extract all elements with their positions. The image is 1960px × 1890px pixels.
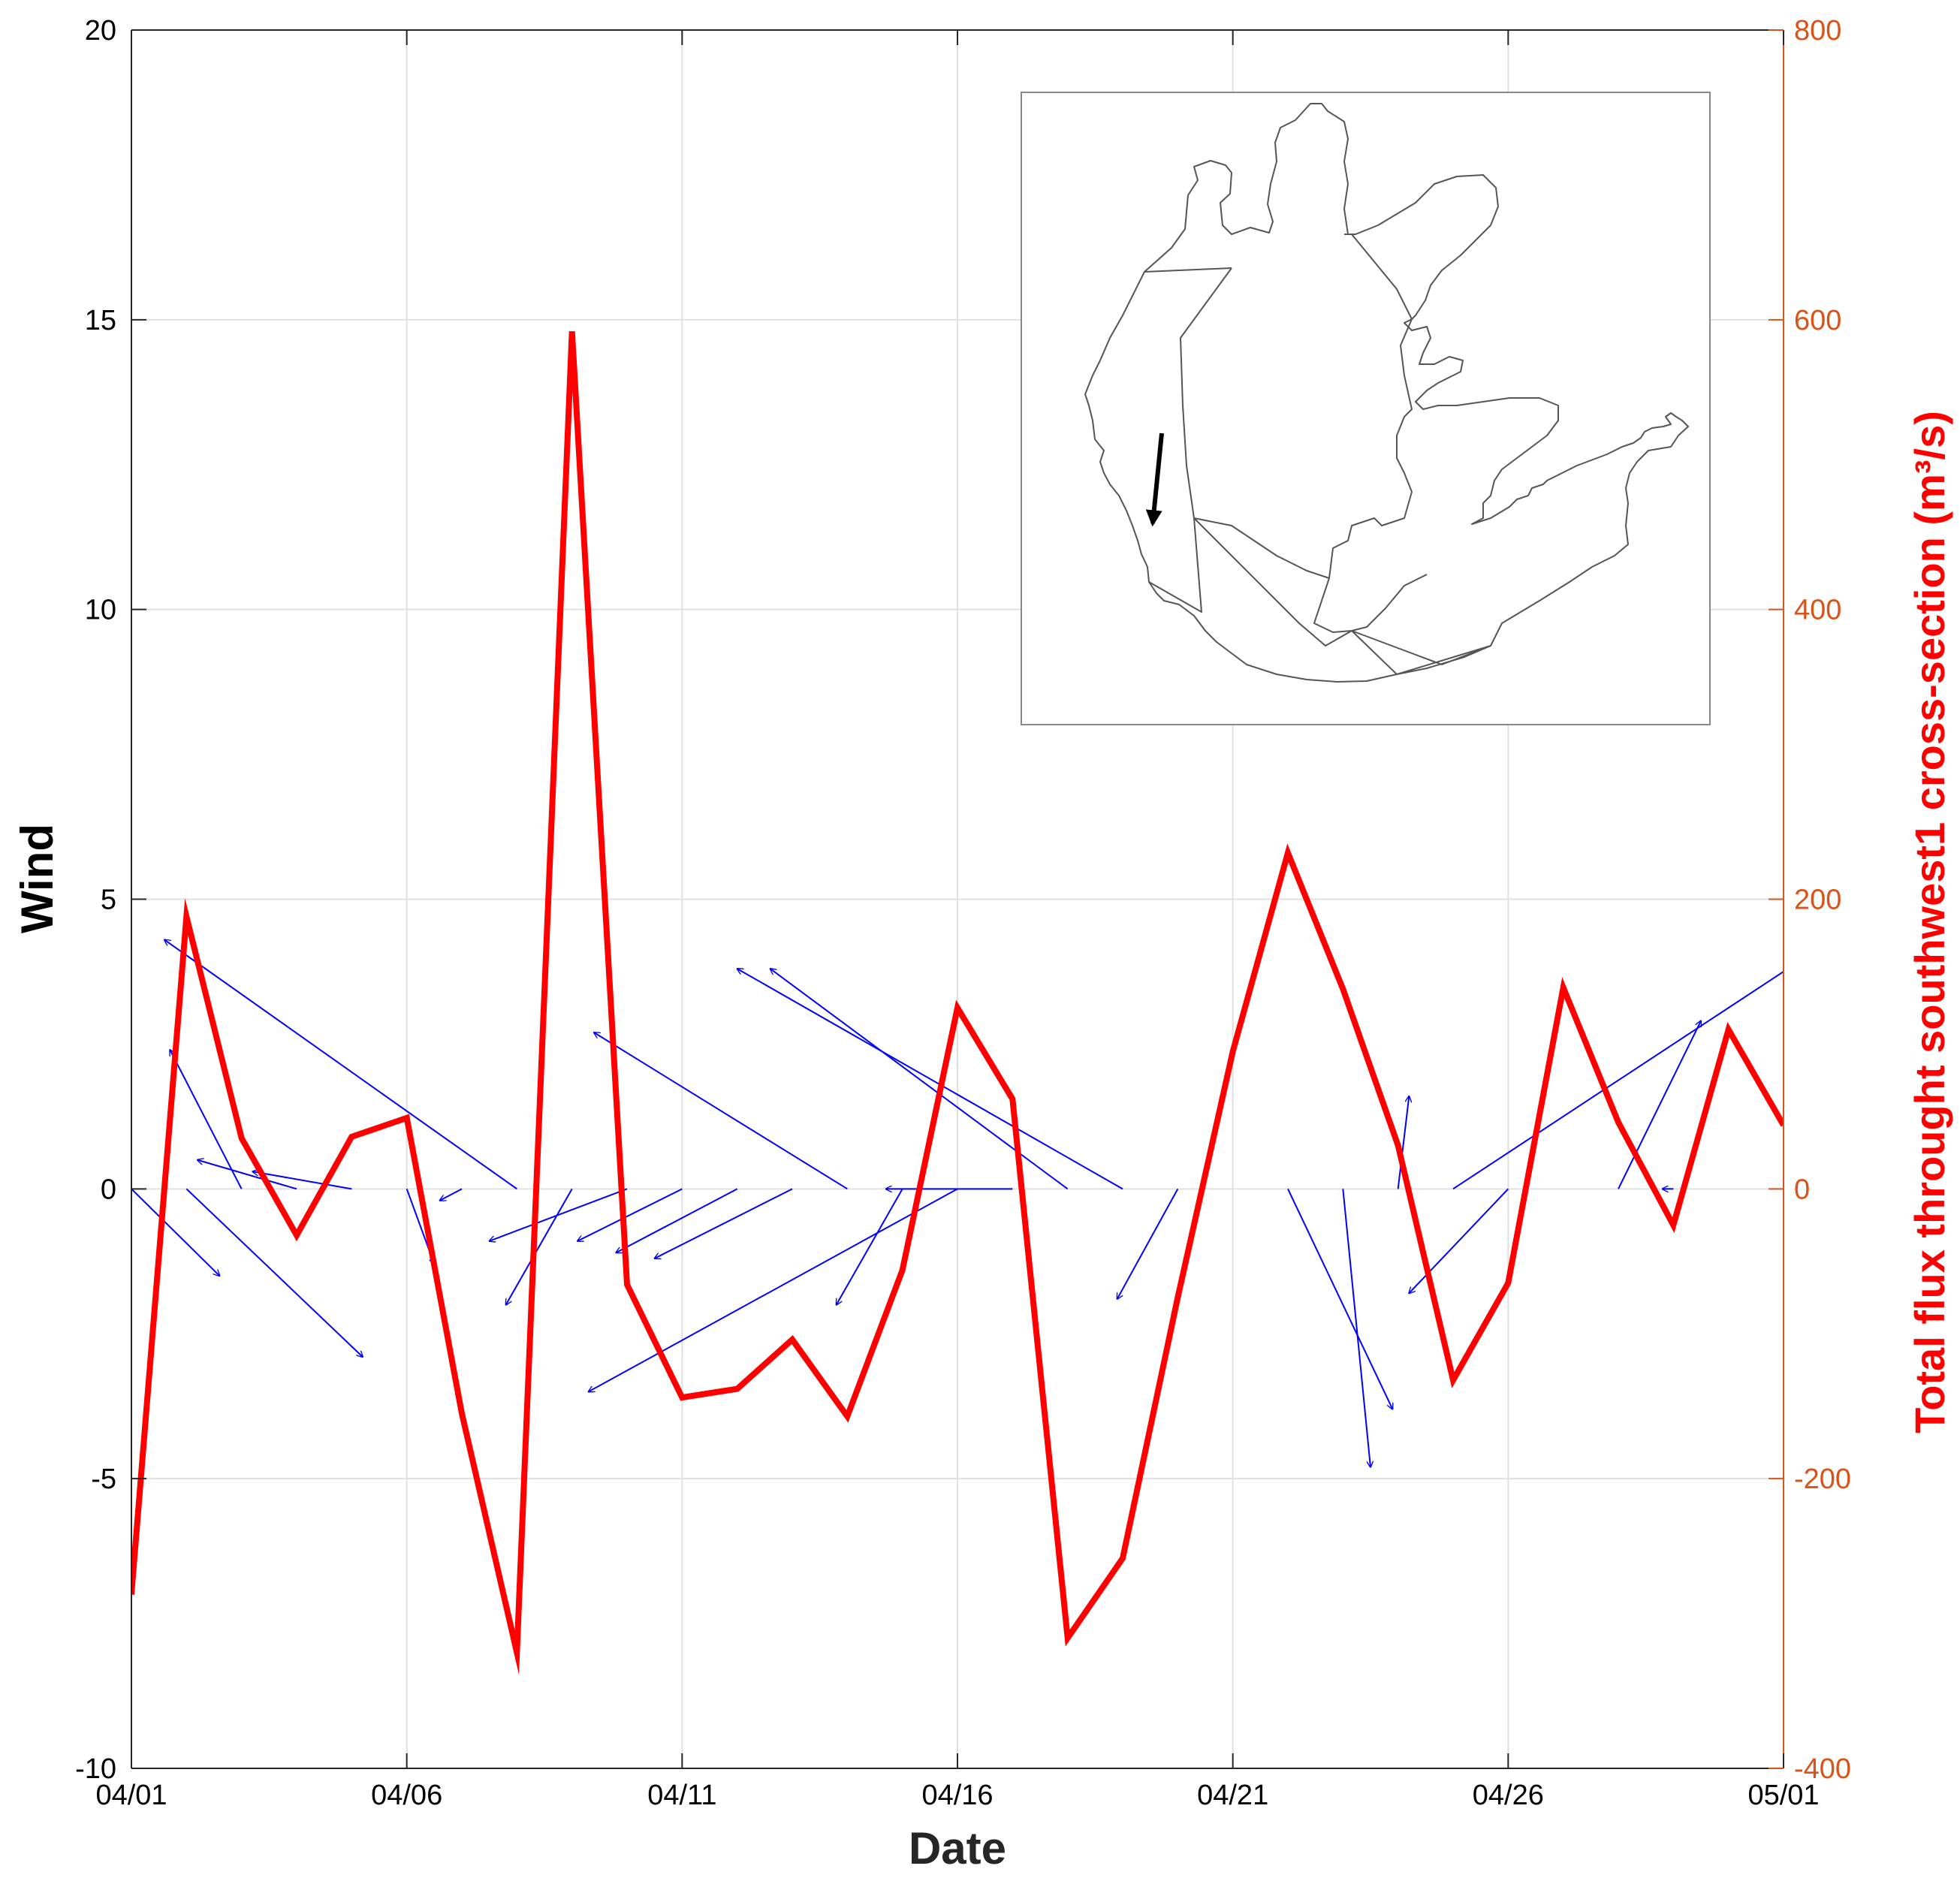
wind-arrow bbox=[655, 1188, 793, 1258]
wind-arrow bbox=[1452, 970, 1784, 1190]
inset-map bbox=[1021, 92, 1711, 725]
x-tick-label: 04/21 bbox=[1197, 1780, 1268, 1811]
inset-inner-boundaries bbox=[1144, 234, 1491, 675]
wind-arrow bbox=[616, 1188, 738, 1252]
wind-arrow bbox=[252, 1171, 352, 1190]
left-tick-label: 10 bbox=[85, 595, 116, 626]
wind-arrow bbox=[577, 1188, 683, 1240]
wind-arrow bbox=[770, 969, 1069, 1190]
wind-arrow bbox=[589, 1188, 958, 1391]
wind-arrow bbox=[737, 969, 1123, 1190]
right-tick-label: -400 bbox=[1794, 1753, 1851, 1785]
right-tick-label: 200 bbox=[1794, 885, 1841, 916]
right-tick-label: 400 bbox=[1794, 595, 1841, 626]
wind-arrow bbox=[1342, 1189, 1370, 1466]
wind-arrow bbox=[131, 1188, 219, 1276]
wind-arrow bbox=[594, 1032, 848, 1190]
left-tick-label: 0 bbox=[101, 1174, 116, 1205]
inset-coastline bbox=[1084, 103, 1689, 683]
wind-series bbox=[131, 900, 1784, 1467]
wind-arrow bbox=[506, 1188, 573, 1304]
right-tick-label: 600 bbox=[1794, 305, 1841, 336]
left-tick-label: 15 bbox=[85, 305, 116, 336]
right-tick-label: 800 bbox=[1794, 15, 1841, 47]
x-tick-label: 05/01 bbox=[1747, 1780, 1819, 1811]
wind-arrow bbox=[1409, 1188, 1509, 1293]
x-tick-label: 04/06 bbox=[371, 1780, 442, 1811]
wind-arrow bbox=[198, 1160, 297, 1190]
x-tick-label: 04/01 bbox=[95, 1780, 167, 1811]
wind-arrow bbox=[1117, 1188, 1179, 1299]
x-tick-label: 04/16 bbox=[921, 1780, 993, 1811]
wind-arrow bbox=[1397, 1096, 1410, 1189]
wind-arrow bbox=[440, 1188, 463, 1200]
wind-arrow bbox=[1287, 1188, 1392, 1409]
wind-arrow bbox=[164, 940, 517, 1190]
wind-arrow bbox=[837, 1188, 903, 1304]
left-tick-label: -10 bbox=[75, 1753, 116, 1785]
wind-arrow bbox=[185, 1188, 363, 1357]
x-tick-label: 04/11 bbox=[647, 1780, 716, 1811]
x-axis-title: Date bbox=[908, 1823, 1007, 1873]
left-tick-label: 5 bbox=[101, 885, 116, 916]
wind-arrow bbox=[1618, 1021, 1701, 1189]
wind-direction-arrow bbox=[1145, 433, 1164, 527]
right-tick-label: -200 bbox=[1794, 1463, 1851, 1495]
left-axis-title: Wind bbox=[12, 823, 62, 934]
right-axis-title: Total flux throught southwest1 cross-sec… bbox=[1906, 411, 1953, 1433]
wind-arrow bbox=[490, 1188, 628, 1240]
right-tick-label: 0 bbox=[1794, 1174, 1810, 1205]
axis-ticks: 04/01 04/06 04/11 04/16 04/21 04/26 05/01 -10 -5… bbox=[75, 15, 1851, 1811]
x-tick-label: 04/26 bbox=[1473, 1780, 1544, 1811]
left-tick-label: 20 bbox=[85, 15, 116, 47]
left-tick-label: -5 bbox=[91, 1463, 116, 1495]
wind-arrow bbox=[170, 1050, 243, 1189]
